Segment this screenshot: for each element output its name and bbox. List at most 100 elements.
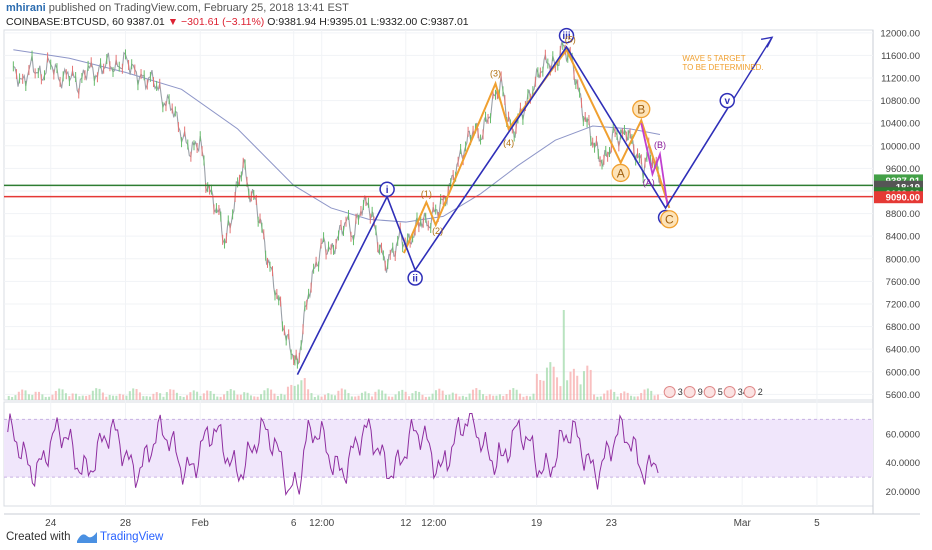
- volume-bar: [260, 394, 263, 400]
- volume-bar: [317, 395, 320, 400]
- chart-header: mhirani published on TradingView.com, Fe…: [0, 0, 932, 30]
- last-price: 9387.01: [126, 16, 165, 28]
- blue-wave-label: v: [719, 92, 735, 109]
- volume-bar: [589, 369, 592, 400]
- volume-bar: [334, 395, 337, 400]
- volume-bar: [431, 393, 434, 400]
- volume-bar: [461, 395, 464, 400]
- blue-wave-line: [296, 45, 728, 375]
- volume-bar: [280, 393, 283, 400]
- volume-bar: [307, 389, 310, 400]
- wave-label-text: v: [724, 96, 730, 107]
- event-badge-count: 9: [698, 387, 703, 397]
- price-tick-label: 7200.00: [886, 299, 920, 310]
- rsi-line: [7, 413, 659, 496]
- wave-label-circle: [719, 92, 735, 109]
- volume-bars: [7, 310, 659, 400]
- volume-bar: [562, 310, 565, 400]
- volume-bar: [576, 375, 579, 400]
- volume-bar: [650, 390, 653, 400]
- volume-bar: [182, 396, 185, 400]
- volume-bar: [512, 388, 515, 400]
- volume-bar: [391, 396, 394, 400]
- event-badge-count: 5: [718, 387, 723, 397]
- author-name[interactable]: mhirani: [6, 2, 46, 14]
- price-tick-label: 6400.00: [886, 345, 920, 356]
- volume-bar: [206, 390, 209, 400]
- orange-wave-label: (4): [503, 138, 514, 148]
- volume-bar: [357, 395, 360, 400]
- volume-bar: [118, 393, 121, 400]
- volume-bar: [320, 396, 323, 400]
- volume-bar: [387, 396, 390, 400]
- volume-bar: [556, 377, 559, 400]
- volume-bar: [54, 390, 57, 400]
- magenta-wave-label: (B): [654, 140, 666, 150]
- price-chart[interactable]: 5600.00 6000.00 6400.00 6800.00 7200.00 7600.…: [0, 0, 932, 526]
- volume-bar: [482, 394, 485, 400]
- volume-bar: [85, 395, 88, 400]
- volume-bar: [455, 393, 458, 400]
- volume-bar: [606, 390, 609, 400]
- tradingview-brand[interactable]: TradingView: [100, 531, 164, 543]
- volume-bar: [246, 392, 249, 400]
- volume-bar: [175, 392, 178, 400]
- volume-bar: [101, 392, 104, 400]
- volume-bar: [596, 396, 599, 400]
- volume-bar: [539, 380, 542, 400]
- time-tick-label: 28: [120, 518, 132, 526]
- volume-bar: [458, 396, 461, 400]
- volume-bar: [397, 391, 400, 400]
- price-tag-bg: [874, 191, 923, 204]
- volume-bar: [162, 396, 165, 400]
- volume-bar: [414, 390, 417, 400]
- volume-bar: [451, 392, 454, 400]
- volume-bar: [330, 394, 333, 400]
- volume-bar: [266, 388, 269, 400]
- volume-bar: [68, 396, 71, 400]
- volume-bar: [138, 392, 141, 400]
- volume-bar: [196, 391, 199, 400]
- volume-bar: [603, 393, 606, 400]
- volume-bar: [374, 391, 377, 400]
- volume-bar: [169, 389, 172, 400]
- volume-bar: [525, 395, 528, 400]
- volume-bar: [640, 392, 643, 400]
- abc-label-text: A: [617, 166, 625, 180]
- volume-bar: [529, 396, 532, 400]
- wave-label-text: ii: [412, 273, 418, 284]
- volume-bar: [273, 393, 276, 400]
- volume-bar: [108, 394, 111, 400]
- volume-bar: [404, 391, 407, 400]
- wave-label-circle: [379, 181, 395, 198]
- volume-bar: [545, 367, 548, 400]
- indicator-badges: 3 9 5 34 2: [663, 386, 763, 398]
- volume-bar: [498, 394, 501, 400]
- volume-bar: [653, 395, 656, 400]
- volume-bar: [199, 395, 202, 400]
- time-tick-label: Mar: [734, 518, 752, 526]
- volume-bar: [216, 396, 219, 400]
- volume-bar: [202, 393, 205, 400]
- symbol-label: COINBASE:BTCUSD, 60: [6, 16, 124, 28]
- event-badge-icon: [723, 386, 736, 398]
- volume-bar: [27, 394, 30, 400]
- volume-bar: [515, 389, 518, 400]
- volume-bar: [434, 390, 437, 400]
- volume-bar: [253, 396, 256, 400]
- volume-bar: [384, 393, 387, 400]
- volume-bar: [421, 394, 424, 400]
- wave-label-circle: [558, 27, 575, 44]
- volume-bar: [145, 396, 148, 400]
- volume-bar: [569, 371, 572, 400]
- price-tick-label: 6800.00: [886, 322, 920, 333]
- volume-bar: [344, 389, 347, 400]
- time-tick-label: 12:00: [309, 518, 334, 526]
- event-badge-count: 3: [678, 387, 683, 397]
- volume-bar: [643, 389, 646, 400]
- orange-wave-line: [403, 47, 671, 254]
- volume-bar: [508, 389, 511, 400]
- volume-bar: [502, 395, 505, 400]
- volume-bar: [424, 396, 427, 400]
- volume-bar: [448, 394, 451, 400]
